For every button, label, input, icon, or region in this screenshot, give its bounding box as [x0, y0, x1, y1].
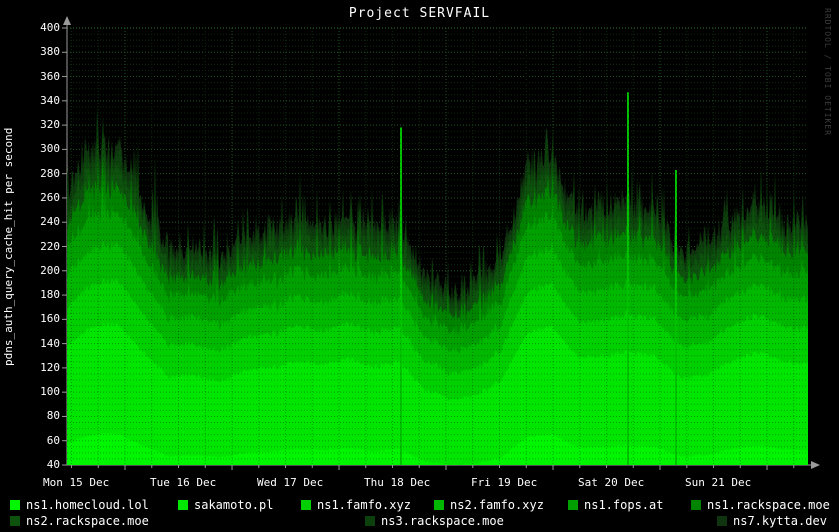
legend-label: ns1.rackspace.moe — [707, 498, 830, 512]
legend-label: ns1.famfo.xyz — [317, 498, 411, 512]
y-tick-label: 40 — [46, 458, 60, 471]
y-tick-label: 140 — [40, 336, 60, 350]
y-axis-label: pdns_auth_query_cache_hit per second — [2, 127, 15, 366]
legend-color-swatch — [365, 516, 375, 526]
legend-color-swatch — [717, 516, 727, 526]
y-tick-label: 220 — [40, 239, 60, 253]
y-tick-label: 60 — [46, 433, 60, 447]
x-day-label: Tue 16 Dec — [150, 476, 217, 489]
y-tick-label: 380 — [40, 45, 60, 59]
legend-label: ns2.rackspace.moe — [26, 514, 149, 528]
legend-color-swatch — [10, 500, 20, 510]
y-tick-label: 100 — [40, 385, 60, 399]
legend-color-swatch — [568, 500, 578, 510]
x-day-label: Fri 19 Dec — [471, 476, 538, 489]
x-day-label: Sun 21 Dec — [685, 476, 752, 489]
x-day-label: Wed 17 Dec — [257, 476, 324, 489]
y-tick-label: 120 — [40, 360, 60, 374]
y-tick-label: 80 — [46, 409, 60, 423]
y-tick-label: 180 — [40, 288, 60, 302]
y-tick-label: 280 — [40, 166, 60, 180]
legend-label: ns3.rackspace.moe — [381, 514, 504, 528]
y-tick-label: 340 — [40, 93, 60, 107]
y-tick-label: 260 — [40, 190, 60, 204]
y-tick-label: 240 — [40, 215, 60, 229]
y-tick-label: 160 — [40, 312, 60, 326]
x-day-label: Sat 20 Dec — [578, 476, 645, 489]
legend-label: ns1.homecloud.lol — [26, 498, 149, 512]
y-tick-label: 360 — [40, 69, 60, 83]
legend-color-swatch — [10, 516, 20, 526]
legend-label: ns7.kytta.dev — [733, 514, 827, 528]
x-day-label: Thu 18 Dec — [364, 476, 431, 489]
y-tick-label: 320 — [40, 118, 60, 132]
legend-label: sakamoto.pl — [194, 498, 274, 512]
graph-title: Project SERVFAIL — [348, 6, 491, 21]
legend-label: ns1.fops.at — [584, 498, 664, 512]
legend-label: ns2.famfo.xyz — [450, 498, 544, 512]
y-tick-label: 200 — [40, 263, 60, 277]
y-tick-label: 400 — [40, 21, 60, 34]
rrdtool-watermark: RRDTOOL / TOBI OETIKER — [823, 8, 832, 136]
legend-color-swatch — [691, 500, 701, 510]
y-tick-label: 300 — [40, 142, 60, 156]
legend-color-swatch — [301, 500, 311, 510]
x-day-label: Mon 15 Dec — [43, 476, 110, 489]
legend-color-swatch — [434, 500, 444, 510]
legend-color-swatch — [178, 500, 188, 510]
